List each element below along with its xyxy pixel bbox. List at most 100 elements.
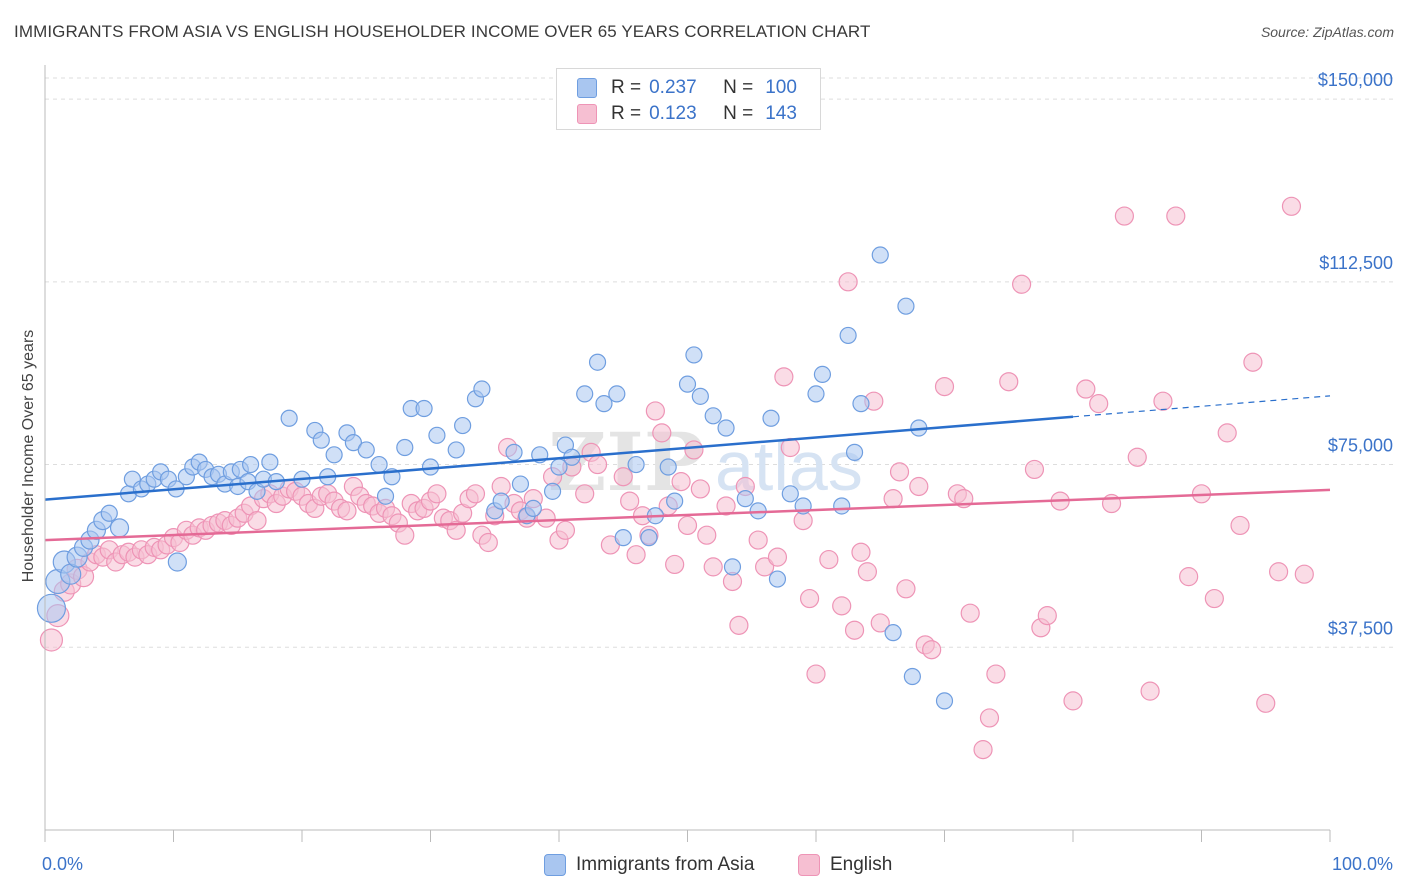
legend-r-label: R =	[611, 103, 642, 124]
english-point	[465, 484, 486, 504]
english-point	[934, 376, 955, 397]
english-point	[909, 476, 929, 497]
asia-point	[935, 692, 954, 710]
english-point	[986, 664, 1006, 684]
english-point	[337, 501, 357, 521]
asia-point	[781, 485, 799, 503]
asia-point	[884, 624, 902, 642]
asia-point	[903, 667, 921, 686]
legend-n-value: 143	[765, 103, 797, 124]
asia-point	[704, 407, 722, 425]
asia-point	[543, 482, 562, 500]
english-point	[883, 489, 903, 509]
asia-point	[833, 497, 851, 515]
english-point	[620, 491, 640, 511]
asia-swatch	[577, 78, 597, 98]
english-point	[844, 620, 865, 640]
asia-point	[659, 458, 677, 476]
chart-title: IMMIGRANTS FROM ASIA VS ENGLISH HOUSEHOL…	[14, 22, 871, 41]
asia-point	[242, 455, 260, 474]
asia-point	[685, 346, 703, 364]
legend-label-asia: Immigrants from Asia	[576, 854, 755, 875]
english-point	[703, 557, 723, 577]
asia-point	[376, 487, 395, 505]
english-legend-swatch	[798, 854, 820, 876]
asia-point	[511, 475, 530, 493]
trend-layer	[44, 395, 1331, 542]
asia-point	[344, 434, 362, 452]
y-tick-label: $112,500	[1319, 253, 1393, 273]
english-point	[748, 530, 768, 550]
asia-point	[492, 492, 510, 510]
legend-row-asia: R = 0.237 N = 100	[577, 77, 797, 99]
asia-point	[396, 438, 414, 457]
english-point	[1127, 447, 1147, 467]
english-point	[1166, 206, 1186, 226]
y-tick-label: $37,500	[1328, 618, 1393, 638]
english-swatch	[577, 104, 597, 124]
english-point	[626, 545, 646, 565]
stats-legend: R = 0.237 N = 100 R = 0.123 N = 143	[556, 68, 821, 130]
asia-point	[717, 419, 735, 437]
english-point	[716, 496, 736, 516]
english-point	[1256, 693, 1276, 713]
asia-point	[845, 443, 864, 461]
english-point	[1179, 567, 1199, 587]
legend-n-label: N =	[723, 103, 754, 124]
asia-point	[897, 297, 915, 315]
english-point	[427, 484, 447, 504]
english-point	[1024, 459, 1045, 480]
asia-point	[691, 387, 709, 405]
legend-row-english: R = 0.123 N = 143	[577, 103, 797, 125]
english-point	[478, 532, 498, 553]
english-point	[979, 708, 1000, 728]
english-point	[247, 510, 267, 531]
english-point	[1063, 691, 1083, 711]
asia-point	[524, 499, 542, 518]
english-point	[575, 484, 595, 504]
x-tick-label: 100.0%	[1332, 854, 1393, 874]
english-point	[1089, 394, 1109, 414]
english-point	[684, 440, 704, 460]
english-point	[446, 520, 466, 540]
english-point	[729, 615, 749, 635]
asia-point	[666, 492, 684, 510]
english-point	[851, 542, 871, 562]
english-point	[1230, 515, 1250, 536]
english-point	[889, 462, 910, 482]
asia-point	[813, 365, 832, 384]
english-trend-line	[44, 488, 1331, 542]
legend-item-english[interactable]: English	[798, 853, 892, 877]
asia-point	[428, 426, 446, 444]
english-point	[870, 613, 890, 633]
english-point	[39, 628, 64, 652]
english-point	[832, 596, 852, 616]
asia-point	[588, 353, 607, 371]
english-point	[1294, 564, 1314, 584]
asia-point	[505, 443, 523, 461]
english-point	[665, 554, 685, 575]
english-point	[1011, 274, 1032, 294]
english-point	[1217, 423, 1237, 443]
x-tick-label: 0.0%	[42, 854, 83, 874]
english-point	[555, 520, 576, 540]
chart-source: Source: ZipAtlas.com	[1260, 24, 1394, 40]
english-point	[973, 740, 993, 760]
asia-point	[100, 504, 118, 522]
legend-item-asia[interactable]: Immigrants from Asia	[544, 853, 754, 877]
asia-point	[109, 518, 130, 538]
english-point	[1140, 681, 1160, 701]
legend-n-value: 100	[765, 77, 797, 98]
asia-point	[325, 446, 343, 464]
asia-point	[415, 399, 433, 418]
english-point	[587, 454, 608, 475]
legend-r-label: R =	[611, 77, 642, 98]
english-point	[999, 372, 1019, 392]
asia-point	[614, 529, 632, 547]
asia-point	[36, 593, 67, 623]
asia-point	[852, 395, 870, 413]
english-point	[896, 579, 916, 599]
asia-point	[357, 441, 375, 459]
english-point	[774, 367, 794, 387]
asia-point	[627, 455, 645, 474]
